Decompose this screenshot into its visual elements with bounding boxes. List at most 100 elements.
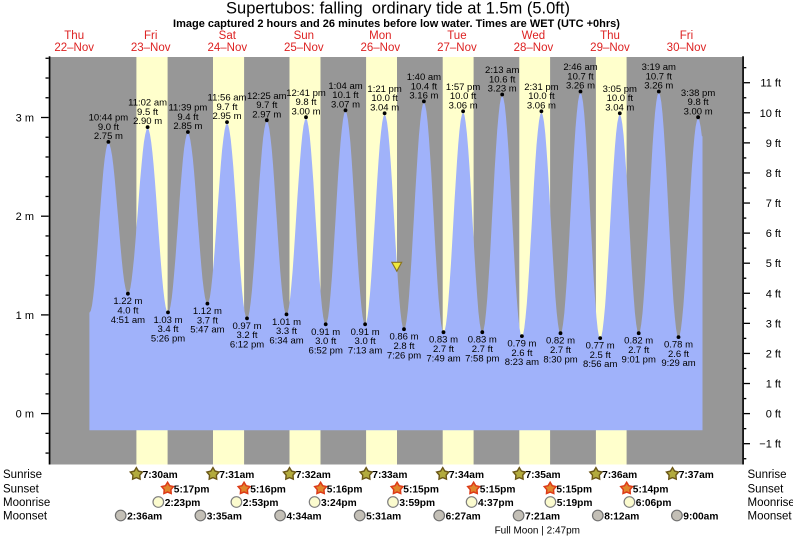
svg-text:Moonset: Moonset [748,511,793,523]
svg-text:10.6 ft: 10.6 ft [489,74,516,85]
svg-text:0.79 m: 0.79 m [507,339,536,350]
svg-text:2.8 ft: 2.8 ft [393,341,414,352]
svg-text:7:26 pm: 7:26 pm [387,350,421,361]
svg-text:23–Nov: 23–Nov [131,42,171,54]
svg-text:2:53pm: 2:53pm [243,498,279,509]
svg-text:3.16 m: 3.16 m [409,91,438,102]
svg-text:2 ft: 2 ft [766,348,781,360]
svg-text:8:23 am: 8:23 am [505,357,539,368]
svg-text:Thu: Thu [64,30,84,42]
svg-text:3:35am: 3:35am [207,512,242,523]
svg-text:8:12am: 8:12am [604,512,639,523]
svg-text:2.7 ft: 2.7 ft [433,344,454,355]
svg-text:10.0 ft: 10.0 ft [371,93,398,104]
svg-text:Sat: Sat [219,30,237,42]
svg-text:3:59pm: 3:59pm [399,498,435,509]
svg-text:Sunset: Sunset [3,484,40,496]
svg-text:2:23pm: 2:23pm [165,498,201,509]
svg-text:Sunset: Sunset [748,484,785,496]
svg-text:7:58 pm: 7:58 pm [465,353,499,364]
svg-text:Tue: Tue [447,30,466,42]
svg-text:0.97 m: 0.97 m [232,321,261,332]
svg-text:4 ft: 4 ft [766,288,781,300]
svg-text:10.0 ft: 10.0 ft [528,91,555,102]
svg-text:9.5 ft: 9.5 ft [137,107,158,118]
svg-text:5:16pm: 5:16pm [250,485,286,496]
svg-text:27–Nov: 27–Nov [437,42,477,54]
svg-text:3.04 m: 3.04 m [370,102,399,113]
svg-text:3.04 m: 3.04 m [605,102,634,113]
svg-text:0 ft: 0 ft [766,409,781,421]
svg-text:6 ft: 6 ft [766,228,781,240]
svg-text:1.01 m: 1.01 m [272,317,301,328]
svg-text:0.82 m: 0.82 m [624,336,653,347]
svg-text:3.26 m: 3.26 m [644,81,673,92]
svg-text:0.82 m: 0.82 m [546,336,575,347]
svg-text:2.7 ft: 2.7 ft [550,345,571,356]
svg-text:10:44 pm: 10:44 pm [89,113,129,124]
svg-text:Supertubos: falling ordinary: Supertubos: falling ordinary tide at 1.5… [226,0,570,17]
svg-text:0.91 m: 0.91 m [311,327,340,338]
svg-text:12:41 pm: 12:41 pm [286,88,326,99]
svg-text:2.95 m: 2.95 m [212,111,241,122]
svg-text:2:46 am: 2:46 am [563,62,597,73]
svg-text:2.6 ft: 2.6 ft [668,349,689,360]
svg-text:2:13 am: 2:13 am [485,65,519,76]
svg-text:3:38 pm: 3:38 pm [681,88,715,99]
svg-text:7:49 am: 7:49 am [426,353,460,364]
svg-text:7:32am: 7:32am [296,470,331,481]
svg-text:2.97 m: 2.97 m [252,109,281,120]
svg-text:1 m: 1 m [16,310,34,322]
svg-text:0.91 m: 0.91 m [351,327,380,338]
svg-text:−1 ft: −1 ft [759,439,781,451]
svg-text:24–Nov: 24–Nov [207,42,247,54]
svg-text:9 ft: 9 ft [766,138,781,150]
svg-text:Fri: Fri [680,30,693,42]
svg-text:10.0 ft: 10.0 ft [450,91,477,102]
svg-text:5:15pm: 5:15pm [403,485,439,496]
svg-text:5:14pm: 5:14pm [633,485,669,496]
svg-text:Mon: Mon [369,30,391,42]
svg-text:3 m: 3 m [16,113,34,125]
svg-text:0 m: 0 m [16,409,34,421]
svg-text:8:56 am: 8:56 am [583,359,617,370]
svg-text:6:34 am: 6:34 am [269,336,303,347]
svg-text:3:05 pm: 3:05 pm [603,84,637,95]
svg-text:7:21am: 7:21am [525,512,560,523]
svg-text:1.12 m: 1.12 m [193,306,222,317]
svg-text:4:34am: 4:34am [287,512,322,523]
svg-text:3 ft: 3 ft [766,318,781,330]
svg-text:0.83 m: 0.83 m [429,335,458,346]
svg-text:Full Moon | 2:47pm: Full Moon | 2:47pm [495,526,580,537]
svg-text:1 ft: 1 ft [766,379,781,391]
svg-text:10.7 ft: 10.7 ft [567,71,594,82]
svg-text:5 ft: 5 ft [766,258,781,270]
svg-text:Sunrise: Sunrise [748,469,787,481]
svg-text:4:37pm: 4:37pm [478,498,514,509]
svg-text:10.1 ft: 10.1 ft [332,90,359,101]
svg-text:5:16pm: 5:16pm [327,485,363,496]
svg-text:10.4 ft: 10.4 ft [411,81,438,92]
svg-text:7:34am: 7:34am [449,470,484,481]
svg-text:2:31 pm: 2:31 pm [524,82,558,93]
svg-text:10 ft: 10 ft [760,108,781,120]
svg-text:Thu: Thu [600,30,620,42]
svg-text:7:31am: 7:31am [219,470,254,481]
svg-text:2:36am: 2:36am [127,512,162,523]
svg-text:2.75 m: 2.75 m [94,131,123,142]
svg-text:3.0 ft: 3.0 ft [355,336,376,347]
svg-text:7:33am: 7:33am [372,470,407,481]
svg-text:Wed: Wed [522,30,545,42]
svg-text:3.23 m: 3.23 m [488,84,517,95]
svg-text:3.0 ft: 3.0 ft [315,336,336,347]
svg-text:5:15pm: 5:15pm [556,485,592,496]
svg-text:5:47 am: 5:47 am [190,325,224,336]
svg-text:2.5 ft: 2.5 ft [590,350,611,361]
svg-text:1:57 pm: 1:57 pm [446,82,480,93]
svg-text:1.03 m: 1.03 m [153,315,182,326]
svg-text:7:30am: 7:30am [143,470,178,481]
svg-text:2.90 m: 2.90 m [133,116,162,127]
svg-text:3.3 ft: 3.3 ft [276,326,297,337]
svg-text:1:04 am: 1:04 am [328,81,362,92]
svg-text:3.4 ft: 3.4 ft [157,324,178,335]
